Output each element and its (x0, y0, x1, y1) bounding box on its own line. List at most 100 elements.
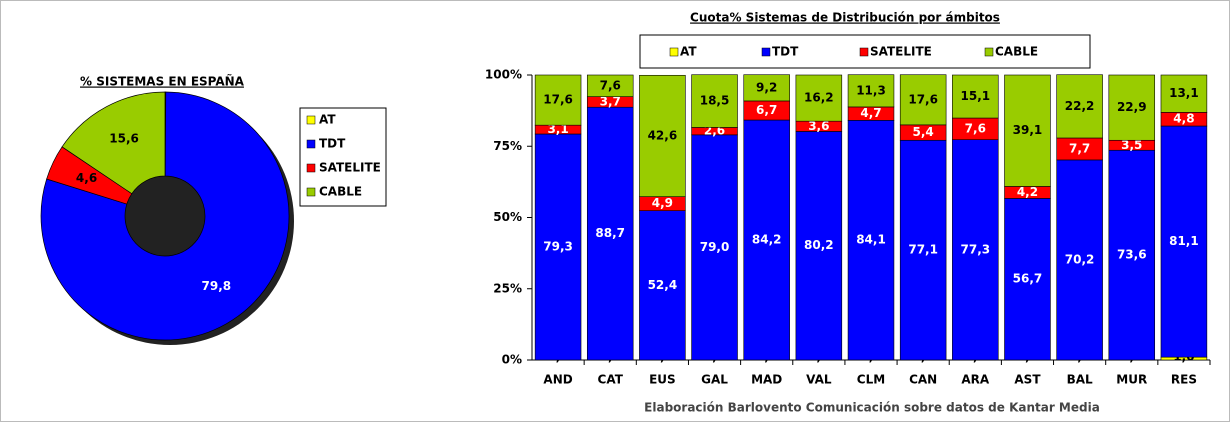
x-tick-label: AST (1014, 373, 1041, 387)
bar-segment (639, 74, 686, 197)
data-label: 52,4 (648, 278, 678, 292)
data-label: 56,7 (1013, 272, 1043, 286)
bar-segment (743, 119, 790, 361)
data-label: 88,7 (595, 226, 625, 240)
pie-slice (61, 91, 166, 195)
data-label: 79,0 (700, 240, 730, 254)
data-label: 15,1 (961, 89, 991, 103)
y-tick-label: 50% (493, 210, 522, 224)
bar-segment (534, 133, 582, 361)
bar-segment (1108, 74, 1156, 141)
x-tick-label: CLM (857, 373, 885, 387)
bar-segment (1108, 149, 1156, 361)
bar-segment (586, 106, 634, 361)
data-label: 4,8 (1173, 112, 1194, 126)
legend-swatch (306, 187, 316, 197)
x-tick-label: MUR (1116, 373, 1147, 387)
y-tick-label: 0% (502, 353, 522, 367)
y-tick-label: 100% (485, 68, 522, 82)
data-label: 13,1 (1169, 86, 1199, 100)
legend-swatch (306, 139, 316, 149)
bar-segment (586, 74, 634, 97)
data-label: 5,4 (913, 125, 934, 139)
data-label: 4,7 (860, 106, 881, 120)
legend-swatch (761, 47, 771, 57)
y-tick-label: 75% (493, 139, 522, 153)
data-label: 17,6 (908, 92, 938, 106)
data-label: 39,1 (1013, 123, 1043, 137)
legend-label: TDT (772, 45, 799, 59)
data-label: 77,1 (908, 243, 938, 257)
bar-segment (899, 139, 947, 361)
bar-segment (899, 74, 947, 126)
bar-segment (952, 139, 999, 361)
bar-segment (639, 210, 686, 361)
data-label: 77,3 (961, 242, 991, 256)
data-label: 6,7 (756, 103, 777, 117)
data-label: 22,2 (1065, 99, 1095, 113)
pie-title: % SISTEMAS EN ESPAÑA (80, 74, 245, 89)
bar-segment (795, 131, 843, 361)
legend-label: CABLE (319, 185, 362, 199)
x-tick-label: MAD (751, 373, 782, 387)
bar-segment (795, 74, 843, 122)
data-label: 4,6 (76, 171, 97, 185)
bar-segment (1056, 74, 1103, 139)
data-label: 3,5 (1121, 138, 1142, 152)
legend-label: AT (319, 113, 336, 127)
data-label: 3,7 (600, 94, 621, 108)
data-label: 22,9 (1117, 100, 1147, 114)
bar-segment (1004, 198, 1051, 361)
data-label: 18,5 (700, 94, 730, 108)
legend-label: SATELITE (319, 161, 381, 175)
data-label: 73,6 (1117, 248, 1147, 262)
data-label: 7,7 (1069, 141, 1090, 155)
bar-segment (847, 74, 895, 108)
bar-segment (743, 74, 790, 102)
legend-label: TDT (319, 137, 346, 151)
legend-swatch (984, 47, 994, 57)
data-label: 15,6 (109, 132, 139, 146)
x-tick-label: AND (543, 373, 572, 387)
bar-segment (847, 120, 895, 361)
pie-slice (40, 91, 290, 341)
data-label: 79,8 (202, 279, 232, 293)
bar-title: Cuota% Sistemas de Distribución por ámbi… (690, 11, 1000, 25)
legend-label: SATELITE (870, 45, 932, 59)
legend-label: CABLE (995, 45, 1038, 59)
data-label: 79,3 (543, 239, 573, 253)
x-tick-label: CAN (909, 373, 937, 387)
data-label: 42,6 (648, 128, 678, 142)
x-tick-label: GAL (701, 373, 728, 387)
x-tick-label: VAL (806, 373, 832, 387)
data-label: 7,6 (600, 78, 621, 92)
x-tick-label: BAL (1067, 373, 1093, 387)
legend-swatch (859, 47, 869, 57)
annotation: Elaboración Barlovento Comunicación sobr… (644, 401, 1100, 415)
data-label: 4,9 (652, 196, 673, 210)
bar-segment (534, 74, 582, 126)
data-label: 16,2 (804, 91, 834, 105)
legend-swatch (306, 163, 316, 173)
x-tick-label: RES (1171, 373, 1197, 387)
legend-label: AT (680, 45, 697, 59)
data-label: 84,1 (856, 233, 886, 247)
x-tick-label: ARA (961, 373, 990, 387)
y-tick-label: 25% (493, 281, 522, 295)
x-tick-label: EUS (649, 373, 676, 387)
bar-segment (691, 134, 738, 361)
bar-segment (1004, 74, 1051, 187)
legend-swatch (669, 47, 679, 57)
data-label: 7,6 (965, 121, 986, 135)
data-label: 17,6 (543, 93, 573, 107)
data-label: 3,1 (547, 122, 568, 136)
data-label: 84,2 (752, 233, 782, 247)
bar-segment (691, 74, 738, 128)
data-label: 9,2 (756, 80, 777, 94)
legend-swatch (306, 115, 316, 125)
data-label: 70,2 (1065, 252, 1095, 266)
data-label: 3,6 (808, 119, 829, 133)
bar-segment (1160, 74, 1208, 113)
x-tick-label: CAT (598, 373, 624, 387)
